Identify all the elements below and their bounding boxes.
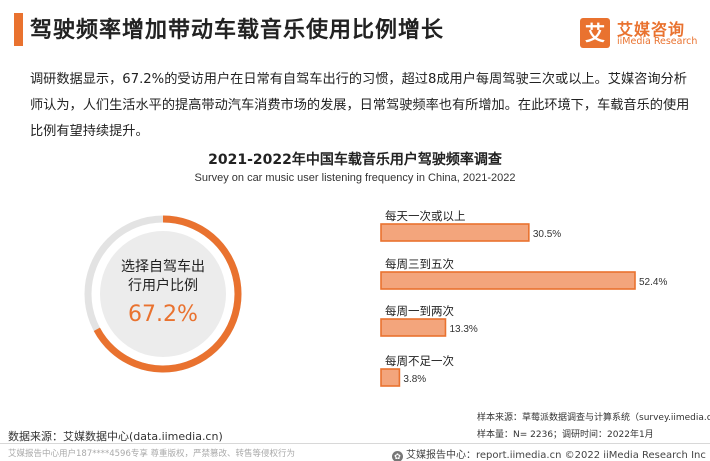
donut-value-arc xyxy=(93,215,242,373)
bar xyxy=(380,318,447,337)
bar-category-label: 每周不足一次 xyxy=(385,354,454,368)
chart-title: 2021-2022年中国车载音乐用户驾驶频率调查 xyxy=(208,152,502,168)
logo-name: 艾媒咨询 xyxy=(617,20,686,39)
sample-source-note: 样本来源：草莓派数据调查与计算系统（survey.iimedia.cn） xyxy=(477,413,710,423)
data-source: 数据来源：艾媒数据中心(data.iimedia.cn) xyxy=(8,430,223,443)
report-center-icon: ✿ xyxy=(392,451,403,461)
sample-size-note: 样本量：N= 2236；调研时间：2022年1月 xyxy=(477,430,654,440)
bar-value-label: 3.8% xyxy=(403,374,426,385)
logo-english-name: iiMedia Research xyxy=(617,36,698,47)
title-accent-bar xyxy=(14,13,23,46)
bar-category-label: 每周一到两次 xyxy=(385,304,454,318)
bar-series: 每天一次或以上 30.5% 每周三到五次 52.4% 每周一到两次 13.3% 每周不足一次… xyxy=(380,209,667,387)
bar xyxy=(380,368,401,387)
bar-category-label: 每周三到五次 xyxy=(385,257,454,271)
bar-value-label: 13.3% xyxy=(449,324,477,335)
footer-report-center: ✿ 艾媒报告中心：report.iimedia.cn ©2022 iiMedia … xyxy=(392,446,706,461)
bar-value-label: 52.4% xyxy=(639,277,667,288)
donut-center-label: 选择自驾车出行用户比例 xyxy=(121,259,205,294)
bar-category-label: 每天一次或以上 xyxy=(385,209,466,223)
page-title: 驾驶频率增加带动车载音乐使用比例增长 xyxy=(30,18,445,43)
footer-report-text: 艾媒报告中心：report.iimedia.cn ©2022 iiMedia R… xyxy=(406,450,706,461)
bar xyxy=(380,271,636,290)
chart-subtitle: Survey on car music user listening frequ… xyxy=(194,172,516,184)
bar xyxy=(380,223,530,242)
bar-value-label: 30.5% xyxy=(533,229,561,240)
donut-center-value: 67.2% xyxy=(128,302,198,327)
footer-watermark: 艾媒报告中心用户187****4596专享 尊重版权，严禁篡改、转售等侵权行为 xyxy=(8,449,296,459)
footer-divider xyxy=(0,443,710,444)
iimedia-logo-icon: 艾 xyxy=(580,18,610,48)
intro-paragraph: 调研数据显示，67.2%的受访用户在日常有自驾车出行的习惯，超过8成用户每周驾驶… xyxy=(30,72,690,139)
donut-inner-disc xyxy=(100,231,226,357)
